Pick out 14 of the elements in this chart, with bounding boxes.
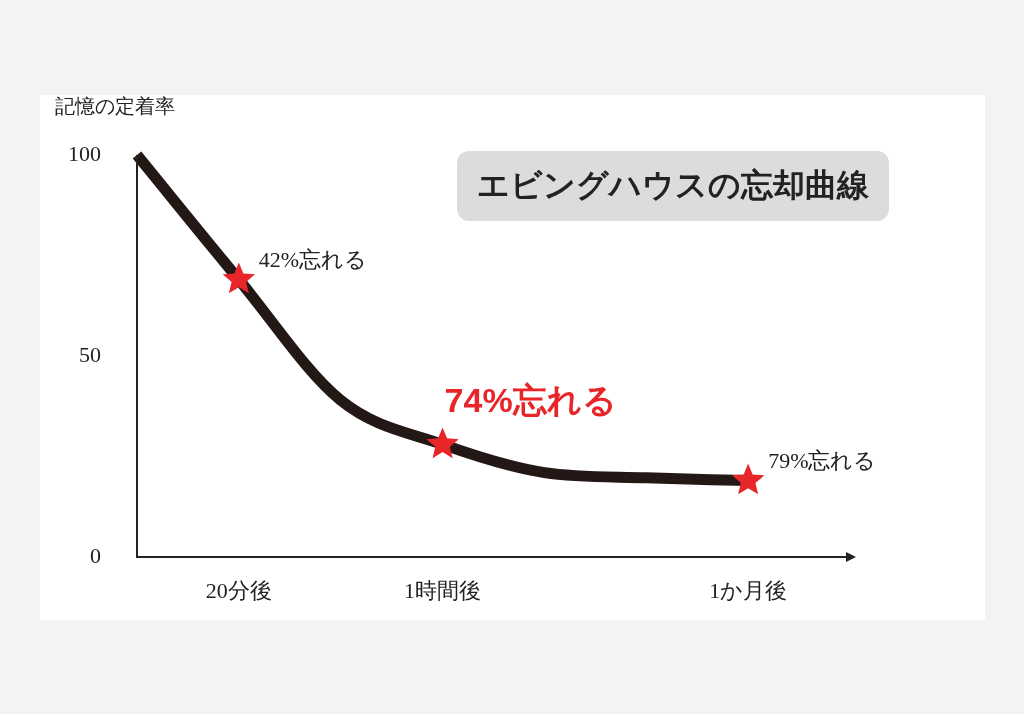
point (426, 427, 459, 459)
x-tick-label: 1か月後 (709, 577, 788, 603)
x-tick-label: 20分後 (205, 577, 272, 603)
y-tick-label: 0 (90, 542, 101, 568)
x-tick-label: 1時間後 (404, 577, 482, 603)
point (222, 262, 256, 294)
annotation: 79%忘れる (768, 448, 877, 474)
chart-title: エビングハウスの忘却曲線 (477, 166, 870, 203)
annotation: 42%忘れる (258, 247, 368, 273)
y-tick-label: 50 (79, 341, 101, 367)
y-axis-title: 記憶の定着率 (55, 95, 175, 118)
annotation: 74%忘れる (444, 380, 617, 419)
y-tick-label: 100 (68, 140, 101, 166)
point (731, 463, 765, 495)
